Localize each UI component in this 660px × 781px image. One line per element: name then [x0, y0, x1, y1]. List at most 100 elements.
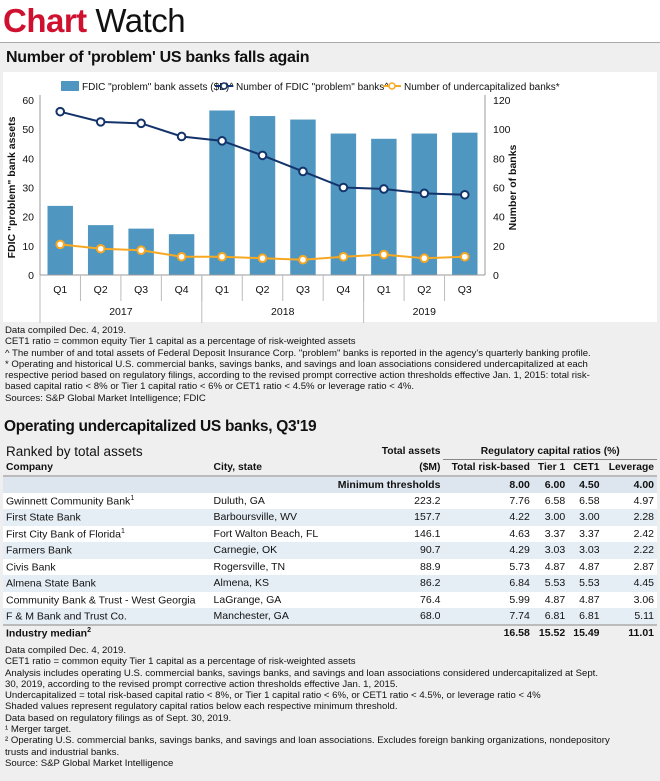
cet1: 6.81	[568, 608, 603, 625]
y2-axis-label: Number of banks	[507, 144, 519, 230]
note-line: Sources: S&P Global Market Intelligence;…	[5, 392, 206, 404]
legend-marker	[220, 82, 228, 90]
city-state: Barboursville, WV	[210, 509, 329, 526]
note-line: trusts and industrial banks.	[5, 746, 120, 758]
bar	[290, 119, 316, 275]
cet1: 3.03	[568, 542, 603, 559]
data-point	[217, 136, 227, 146]
combo-chart: 0 10 20 30 40 50 60 0 20 40 60 80 100 120 FDIC "proble…	[6, 81, 560, 323]
table-row: First City Bank of Florida1 Fort Walton …	[3, 525, 657, 542]
x-tick-label: Q2	[94, 284, 108, 296]
data-point	[419, 253, 430, 264]
y2-tick-label: 40	[493, 212, 505, 224]
table-row: Community Bank & Trust - West Georgia La…	[3, 591, 657, 608]
company-name: Farmers Bank	[3, 542, 211, 559]
total-risk-based: 7.74	[443, 608, 533, 625]
bar	[411, 133, 438, 275]
tier1: 3.00	[532, 509, 569, 526]
company-name: Civis Bank	[3, 558, 211, 575]
y-tick-label: 20	[22, 212, 34, 224]
note-line: Analysis includes operating U.S. commerc…	[5, 667, 599, 679]
tier1: 6.81	[532, 608, 569, 625]
header-company: Company	[6, 461, 53, 473]
total-assets: 223.2	[328, 492, 444, 509]
y2-tick-label: 100	[493, 124, 511, 136]
data-point	[55, 239, 66, 250]
note-line: based capital ratio < 8% or Tier 1 capit…	[5, 381, 415, 393]
city-state: Almena, KS	[210, 575, 329, 592]
data-point	[338, 251, 349, 262]
city-state: Carnegie, OK	[210, 542, 329, 559]
city-state: Duluth, GA	[210, 492, 329, 509]
table-row: F & M Bank and Trust Co. Manchester, GA …	[3, 608, 657, 625]
y-tick-label: 30	[22, 183, 34, 195]
total-risk-based: 7.76	[443, 492, 533, 509]
x-tick-label: Q1	[377, 284, 391, 296]
total-assets: 86.2	[328, 575, 444, 592]
year-label: 2017	[109, 306, 133, 318]
note-line: Data based on regulatory filings as of S…	[5, 712, 232, 724]
total-assets: 90.7	[328, 542, 444, 559]
cet1: 5.53	[568, 575, 603, 592]
data-point	[176, 131, 187, 142]
city-state: Fort Walton Beach, FL	[210, 525, 329, 542]
leverage: 2.28	[602, 509, 657, 526]
total-assets: 76.4	[328, 591, 444, 608]
brand-logo: Chart Watch	[3, 2, 186, 39]
header-city: City, state	[213, 461, 262, 473]
total-risk-based: 6.84	[443, 575, 533, 592]
x-tick-label: Q3	[296, 284, 310, 296]
y2-tick-label: 60	[493, 183, 505, 195]
note-line: CET1 ratio = common equity Tier 1 capita…	[5, 336, 356, 348]
table-title: Operating undercapitalized US banks, Q3'…	[4, 418, 317, 435]
company-name: Gwinnett Community Bank1	[3, 492, 211, 509]
tier1: 3.37	[532, 525, 569, 542]
note-line: Data compiled Dec. 4, 2019.	[5, 325, 127, 336]
legend-marker	[388, 82, 396, 90]
header-leverage: Leverage	[608, 462, 654, 473]
data-point	[298, 254, 308, 265]
data-point	[95, 243, 106, 254]
table-row: Almena State Bank Almena, KS 86.2 6.84 5…	[3, 575, 657, 592]
data-point	[459, 251, 470, 262]
total-assets: 157.7	[328, 509, 444, 526]
table-notes: Data compiled Dec. 4, 2019. CET1 ratio = …	[5, 645, 657, 769]
x-tick-label: Q4	[175, 284, 189, 296]
leverage: 2.87	[602, 558, 657, 575]
x-tick-label: Q2	[255, 284, 269, 296]
company-name: First State Bank	[3, 509, 211, 526]
legend-label: Number of undercapitalized banks*	[404, 82, 560, 93]
year-label: 2018	[271, 306, 295, 318]
x-tick-label: Q2	[417, 284, 431, 296]
header: Chart Watch	[0, 0, 660, 43]
header-cet1: CET1	[573, 462, 600, 473]
cet1: 4.87	[568, 558, 603, 575]
y2-tick-label: 120	[493, 95, 511, 107]
banks-table: Ranked by total assets Total assets Regu…	[3, 443, 657, 641]
table-row: Civis Bank Rogersville, TN 88.9 5.73 4.8…	[3, 558, 657, 575]
tier1: 6.58	[532, 492, 569, 509]
total-risk-based: 4.22	[443, 509, 533, 526]
data-point	[55, 106, 66, 117]
note-line: ² Operating U.S. commercial banks, savin…	[5, 735, 610, 747]
note-line: Source: S&P Global Market Intelligence	[5, 757, 174, 769]
y2-tick-label: 80	[493, 153, 505, 165]
cet1: 3.37	[568, 525, 603, 542]
data-point	[95, 117, 106, 127]
company-name: F & M Bank and Trust Co.	[3, 608, 211, 625]
company-name: Community Bank & Trust - West Georgia	[3, 591, 211, 608]
chart-panel	[3, 72, 657, 322]
tier1: 3.03	[532, 542, 569, 559]
header-tier1: Tier 1	[537, 462, 566, 473]
leverage: 5.11	[602, 608, 657, 625]
leverage: 2.42	[602, 525, 657, 542]
data-point	[136, 118, 146, 129]
table-row: Gwinnett Community Bank1 Duluth, GA 223.…	[3, 492, 657, 509]
note-line: respective period based on regulatory fi…	[5, 370, 590, 382]
data-point	[379, 249, 389, 260]
note-line: Shaded values represent regulatory capit…	[5, 701, 398, 713]
leverage: 2.22	[602, 542, 657, 559]
total-risk-based: 5.73	[443, 558, 533, 575]
y-tick-label: 50	[22, 124, 34, 136]
x-tick-label: Q3	[458, 284, 472, 296]
